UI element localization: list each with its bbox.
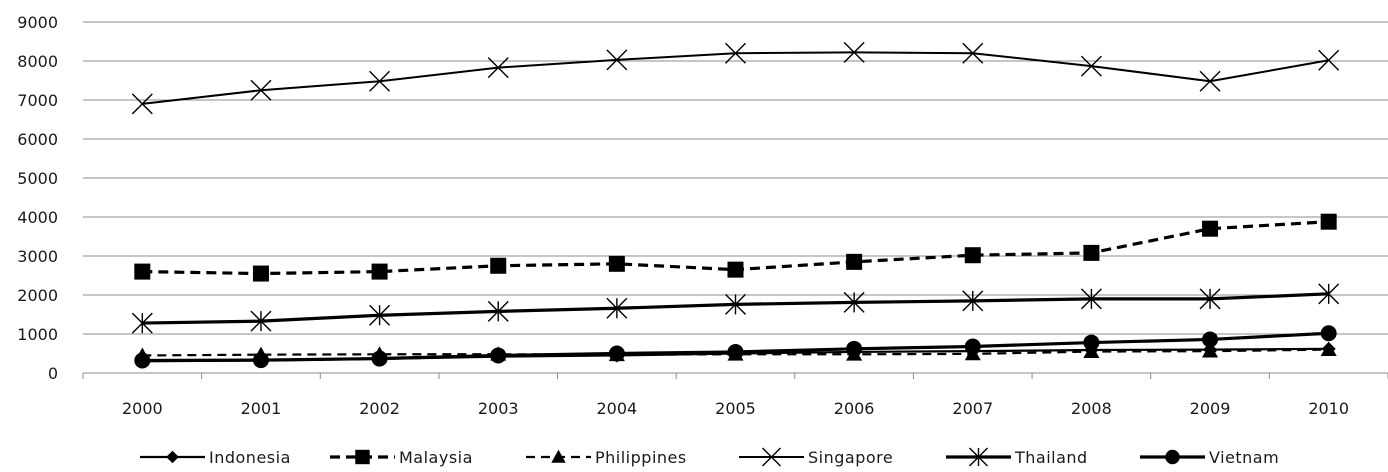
legend-swatch-marker bbox=[1165, 449, 1180, 465]
legend-swatch-marker bbox=[969, 447, 988, 467]
legend: Indonesia Malaysia Philippines Singapore Tha… bbox=[140, 447, 1279, 467]
data-point-singapore bbox=[1080, 55, 1102, 77]
x-tick-label: 2005 bbox=[715, 399, 756, 418]
data-point-singapore bbox=[131, 93, 153, 115]
data-point-philippines bbox=[1320, 341, 1337, 356]
data-point-vietnam bbox=[1202, 331, 1219, 348]
data-point-thailand bbox=[369, 304, 391, 326]
legend-item-vietnam: Vietnam bbox=[1140, 448, 1279, 467]
legend-swatch-marker bbox=[355, 449, 370, 465]
legend-item-thailand: Thailand bbox=[946, 447, 1088, 467]
legend-label: Vietnam bbox=[1209, 448, 1279, 467]
legend-item-singapore: Singapore bbox=[739, 447, 893, 467]
data-point-vietnam bbox=[490, 347, 507, 364]
series-malaysia bbox=[134, 213, 1337, 282]
legend-label: Singapore bbox=[808, 448, 893, 467]
data-point-singapore bbox=[1199, 70, 1221, 92]
data-point-malaysia bbox=[846, 253, 863, 270]
data-point-singapore bbox=[725, 42, 746, 64]
data-point-thailand bbox=[962, 290, 984, 312]
y-tick-label: 4000 bbox=[17, 208, 58, 227]
data-point-vietnam bbox=[1083, 334, 1100, 351]
data-point-thailand bbox=[1080, 288, 1102, 310]
data-point-singapore bbox=[250, 79, 272, 101]
data-point-thailand bbox=[606, 297, 628, 319]
data-point-thailand bbox=[131, 312, 153, 334]
legend-item-philippines: Philippines bbox=[526, 448, 687, 467]
series-thailand bbox=[131, 283, 1340, 334]
x-tick-label: 2009 bbox=[1190, 399, 1231, 418]
x-tick-label: 2008 bbox=[1071, 399, 1112, 418]
y-tick-label: 7000 bbox=[17, 91, 58, 110]
legend-label: Thailand bbox=[1014, 448, 1088, 467]
y-tick-label: 0 bbox=[48, 364, 58, 383]
legend-label: Philippines bbox=[595, 448, 687, 467]
data-point-malaysia bbox=[608, 255, 625, 272]
data-point-vietnam bbox=[964, 338, 981, 355]
data-point-thailand bbox=[250, 310, 272, 332]
data-point-vietnam bbox=[608, 345, 625, 362]
data-point-vietnam bbox=[252, 352, 269, 369]
legend-label: Malaysia bbox=[399, 448, 473, 467]
x-tick-label: 2007 bbox=[952, 399, 993, 418]
gridlines bbox=[83, 21, 1388, 335]
y-tick-label: 1000 bbox=[17, 325, 58, 344]
legend-item-malaysia: Malaysia bbox=[330, 448, 473, 467]
data-point-malaysia bbox=[1083, 244, 1100, 261]
legend-item-indonesia: Indonesia bbox=[140, 448, 291, 467]
data-point-philippines bbox=[1083, 343, 1100, 358]
y-tick-label: 8000 bbox=[17, 52, 58, 71]
data-point-thailand bbox=[725, 293, 746, 315]
data-point-malaysia bbox=[964, 247, 981, 264]
data-point-singapore bbox=[962, 42, 984, 64]
x-tick-label: 2003 bbox=[478, 399, 519, 418]
data-point-malaysia bbox=[1320, 213, 1337, 230]
x-tick-label: 2002 bbox=[359, 399, 400, 418]
data-point-singapore bbox=[843, 41, 865, 63]
x-tick-label: 2010 bbox=[1308, 399, 1349, 418]
legend-swatch-marker bbox=[551, 449, 566, 463]
legend-swatch-marker bbox=[762, 447, 781, 467]
data-point-malaysia bbox=[371, 263, 388, 280]
data-point-vietnam bbox=[134, 352, 151, 369]
series-layer bbox=[131, 41, 1340, 369]
data-point-thailand bbox=[843, 291, 865, 313]
x-tick-label: 2001 bbox=[241, 399, 282, 418]
y-tick-label: 9000 bbox=[17, 13, 58, 32]
data-point-philippines bbox=[1202, 343, 1219, 358]
y-tick-label: 6000 bbox=[17, 130, 58, 149]
data-point-malaysia bbox=[134, 263, 151, 280]
x-tick-label: 2000 bbox=[122, 399, 163, 418]
data-point-singapore bbox=[1318, 49, 1340, 71]
data-point-thailand bbox=[487, 300, 509, 322]
data-point-malaysia bbox=[1202, 220, 1219, 237]
legend-label: Indonesia bbox=[209, 448, 291, 467]
data-point-thailand bbox=[1318, 283, 1340, 305]
data-point-vietnam bbox=[371, 350, 388, 367]
x-tick-label: 2006 bbox=[834, 399, 875, 418]
data-point-singapore bbox=[487, 57, 509, 79]
data-point-thailand bbox=[1199, 288, 1221, 310]
series-line-singapore bbox=[142, 51, 1329, 105]
legend-swatch-marker bbox=[166, 450, 179, 464]
series-singapore bbox=[131, 41, 1340, 115]
data-point-singapore bbox=[606, 49, 628, 71]
data-point-vietnam bbox=[727, 343, 744, 360]
data-point-malaysia bbox=[490, 257, 507, 274]
y-tick-label: 3000 bbox=[17, 247, 58, 266]
series-vietnam bbox=[134, 325, 1337, 369]
data-point-malaysia bbox=[252, 265, 269, 282]
data-point-vietnam bbox=[1320, 325, 1337, 342]
data-point-singapore bbox=[369, 70, 391, 92]
data-point-malaysia bbox=[727, 261, 744, 278]
axes: 0 1000 2000 3000 4000 5000 6000 7000 8000 9000 200… bbox=[17, 13, 1388, 418]
y-tick-label: 5000 bbox=[17, 169, 58, 188]
y-tick-label: 2000 bbox=[17, 286, 58, 305]
data-point-vietnam bbox=[846, 340, 863, 357]
x-tick-label: 2004 bbox=[597, 399, 638, 418]
